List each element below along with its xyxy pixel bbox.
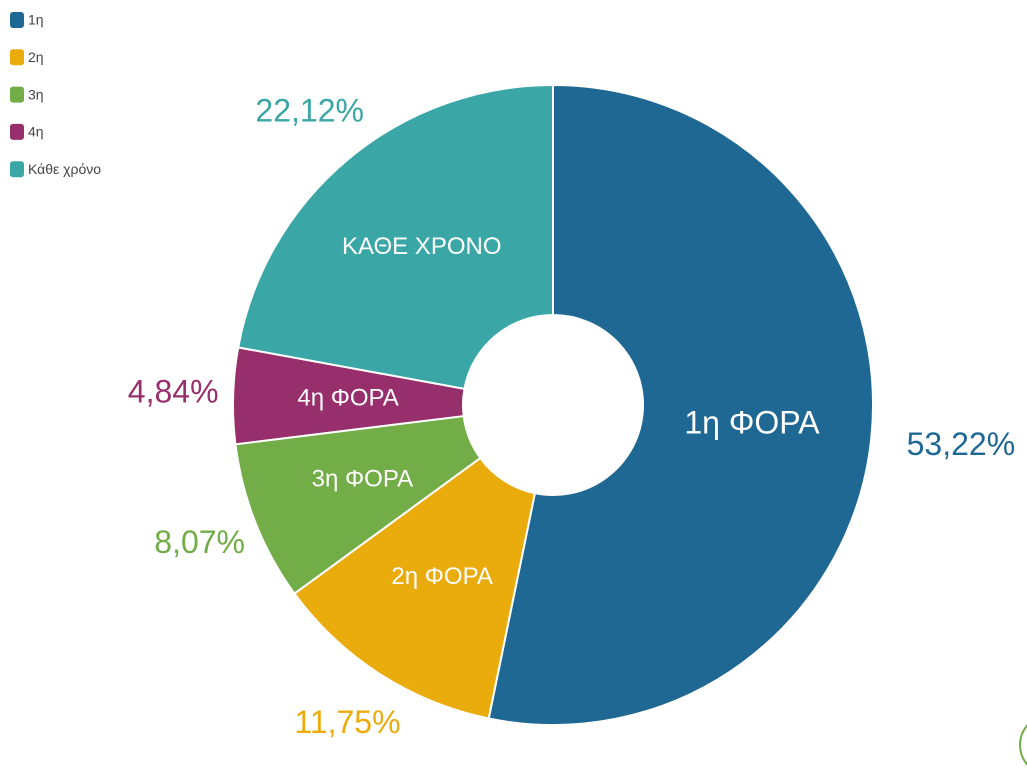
legend-label: Κάθε χρόνο bbox=[28, 161, 101, 177]
segment-label: 1η ΦΟΡΑ bbox=[684, 405, 820, 441]
legend-swatch bbox=[10, 86, 24, 103]
legend-label: 1η bbox=[28, 12, 44, 28]
legend-label: 4η bbox=[28, 124, 44, 140]
value-label: 53,22% bbox=[907, 426, 1016, 462]
donut-segment bbox=[234, 414, 482, 595]
segment-label: ΚΑΘΕ ΧΡΟΝΟ bbox=[342, 233, 502, 260]
legend-swatch bbox=[10, 12, 24, 28]
value-label: 8,07% bbox=[154, 524, 245, 560]
value-label: 4,84% bbox=[128, 373, 219, 409]
value-label: 11,75% bbox=[294, 704, 400, 740]
legend-label: 3η bbox=[28, 86, 44, 102]
legend-swatch bbox=[10, 49, 24, 66]
legend-swatch bbox=[10, 123, 24, 140]
value-label: 22,12% bbox=[255, 93, 364, 129]
legend-swatch bbox=[10, 161, 24, 178]
segment-label: 3η ΦΟΡΑ bbox=[312, 466, 413, 493]
logo bbox=[1019, 724, 1027, 766]
donut-segment bbox=[237, 83, 554, 390]
donut-segment bbox=[293, 456, 537, 720]
segment-label: 4η ΦΟΡΑ bbox=[297, 384, 398, 411]
legend-label: 2η bbox=[28, 49, 44, 65]
segment-label: 2η ΦΟΡΑ bbox=[391, 563, 492, 590]
donut-segment bbox=[487, 83, 874, 726]
